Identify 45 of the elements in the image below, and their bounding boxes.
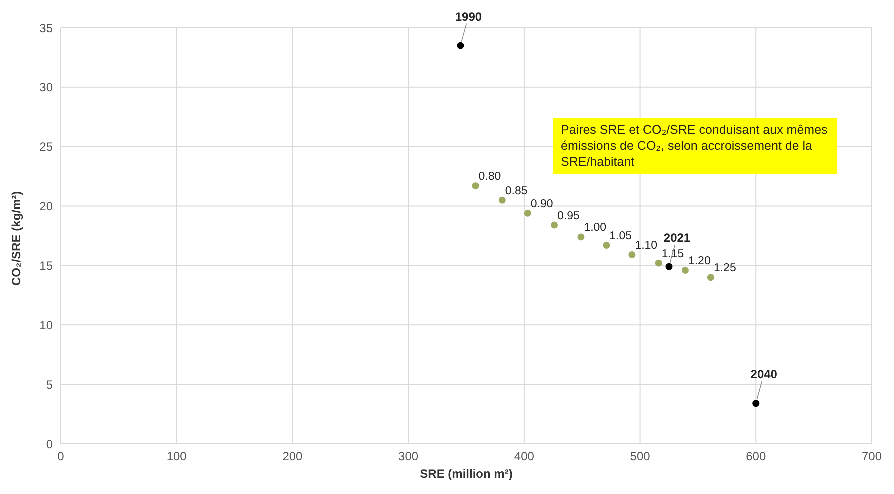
y-tick-label: 15 [40,258,54,273]
annotation: 2021 [664,230,691,245]
y-tick-label: 25 [40,140,54,154]
x-tick-label: 100 [166,450,188,464]
point [524,210,532,217]
annotation: 2040 [750,368,778,382]
x-tick-label: 400 [514,450,535,464]
annotation: 1.20 [688,255,711,268]
point [472,182,480,190]
x-axis-title: SRE (million m²) [420,467,513,481]
point [752,400,760,408]
y-tick-label: 0 [46,437,54,452]
x-tick-label: 600 [746,450,766,464]
x-tick-label: 200 [282,450,304,464]
y-tick-label: 5 [46,378,54,392]
point [628,252,636,259]
point [498,196,506,204]
point [551,222,558,229]
point [578,234,585,241]
annotation: 1.15 [662,248,684,260]
x-tick-label: 500 [630,450,651,464]
annotation: 0.90 [530,198,554,210]
y-tick-label: 20 [40,200,54,214]
x-tick-label: 0 [58,450,65,464]
annotation: 0.95 [558,210,580,222]
point [666,263,673,270]
x-tick-label: 300 [398,450,419,464]
annotation: 1.10 [635,240,658,252]
point [707,274,714,282]
annotation: 1.25 [714,262,736,275]
annotation: 1990 [455,10,482,24]
annotation: Paires SRE et CO₂/SRE conduisant aux mêmes émissions de CO₂, selon accroissement de la SRE/habitant [553,118,837,174]
x-tick-label: 700 [862,450,882,464]
y-tick-label: 35 [40,21,54,36]
point [655,260,662,267]
point [682,266,689,274]
annotation: 0.85 [505,185,528,198]
y-tick-label: 30 [40,80,54,95]
y-tick-label: 10 [40,318,54,332]
y-axis-title: CO₂/SRE (kg/m²) [9,191,24,286]
annotation: 1.00 [584,222,607,234]
annotation: 1.05 [610,230,632,243]
point [603,242,610,250]
annotation: 0.80 [478,171,502,184]
point [457,42,464,50]
